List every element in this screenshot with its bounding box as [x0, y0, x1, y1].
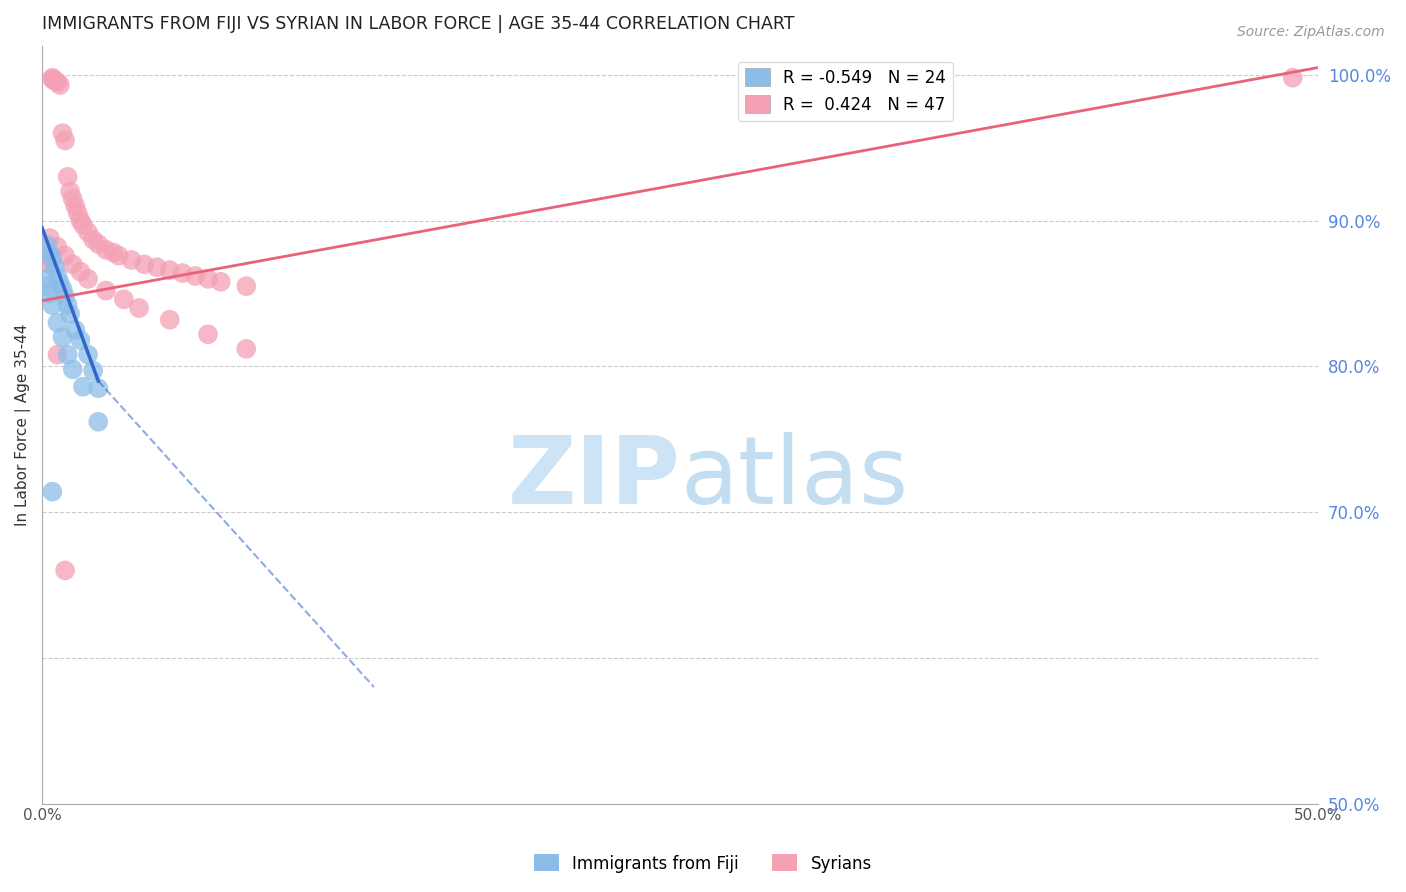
Point: [46, 240, 69, 254]
Point: [46, 348, 69, 362]
Point: [77, 225, 100, 239]
Point: [49, 277, 72, 291]
Y-axis label: In Labor Force | Age 35-44: In Labor Force | Age 35-44: [15, 324, 31, 525]
Point: [59, 307, 82, 321]
Point: [56, 169, 79, 184]
Point: [46, 75, 69, 89]
Point: [82, 233, 104, 247]
Legend: Immigrants from Fiji, Syrians: Immigrants from Fiji, Syrians: [527, 847, 879, 880]
Point: [51, 282, 73, 296]
Point: [72, 218, 94, 232]
Point: [38, 231, 60, 245]
Point: [1281, 70, 1303, 85]
Point: [51, 330, 73, 344]
Point: [184, 268, 207, 283]
Point: [72, 380, 94, 394]
Point: [37, 250, 59, 264]
Point: [82, 364, 104, 378]
Point: [37, 238, 59, 252]
Point: [44, 260, 66, 275]
Point: [41, 298, 63, 312]
Point: [53, 289, 76, 303]
Point: [103, 245, 125, 260]
Text: Source: ZipAtlas.com: Source: ZipAtlas.com: [1237, 25, 1385, 39]
Point: [120, 252, 142, 267]
Point: [66, 206, 89, 220]
Point: [41, 252, 63, 266]
Text: atlas: atlas: [681, 432, 908, 524]
Legend: R = -0.549   N = 24, R =  0.424   N = 47: R = -0.549 N = 24, R = 0.424 N = 47: [738, 62, 953, 120]
Point: [41, 72, 63, 87]
Point: [235, 279, 257, 293]
Point: [46, 268, 69, 283]
Point: [209, 275, 232, 289]
Point: [69, 264, 91, 278]
Point: [56, 298, 79, 312]
Point: [159, 263, 181, 277]
Point: [197, 327, 219, 342]
Point: [65, 199, 87, 213]
Point: [69, 333, 91, 347]
Point: [77, 272, 100, 286]
Point: [197, 272, 219, 286]
Point: [128, 301, 150, 315]
Point: [46, 316, 69, 330]
Point: [235, 342, 257, 356]
Point: [37, 279, 59, 293]
Point: [172, 266, 194, 280]
Text: IMMIGRANTS FROM FIJI VS SYRIAN IN LABOR FORCE | AGE 35-44 CORRELATION CHART: IMMIGRANTS FROM FIJI VS SYRIAN IN LABOR …: [42, 15, 794, 33]
Point: [41, 70, 63, 85]
Point: [59, 185, 82, 199]
Point: [87, 236, 110, 251]
Point: [41, 484, 63, 499]
Point: [94, 284, 117, 298]
Point: [51, 126, 73, 140]
Point: [38, 286, 60, 301]
Point: [65, 323, 87, 337]
Point: [38, 247, 60, 261]
Point: [44, 73, 66, 87]
Point: [44, 73, 66, 87]
Point: [107, 249, 129, 263]
Point: [87, 381, 110, 395]
Point: [77, 348, 100, 362]
Point: [94, 243, 117, 257]
Point: [34, 272, 56, 286]
Point: [38, 257, 60, 271]
Point: [112, 293, 135, 307]
Point: [53, 563, 76, 577]
Point: [62, 362, 84, 376]
Point: [146, 260, 169, 275]
Text: ZIP: ZIP: [508, 432, 681, 524]
Point: [134, 257, 156, 271]
Point: [53, 133, 76, 147]
Point: [49, 78, 72, 92]
Point: [62, 257, 84, 271]
Point: [56, 348, 79, 362]
Point: [159, 312, 181, 326]
Point: [87, 415, 110, 429]
Point: [62, 192, 84, 206]
Point: [53, 249, 76, 263]
Point: [69, 213, 91, 227]
